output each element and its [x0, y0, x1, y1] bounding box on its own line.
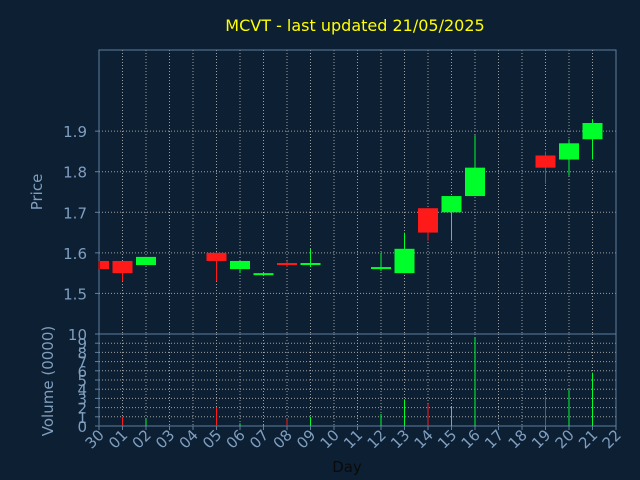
candle-body: [418, 208, 438, 233]
candle-12: [371, 252, 391, 272]
candle-05: [206, 252, 227, 282]
candles: [98, 118, 603, 282]
volume-y-tick-label: 1: [77, 409, 87, 427]
price-y-tick-label: 1.7: [63, 204, 87, 222]
candle-body: [230, 260, 250, 270]
volume-y-tick-label: 5: [77, 372, 87, 390]
candle-body: [253, 273, 274, 276]
price-y-axis: 1.5 1.6 1.7 1.8 1.9: [63, 123, 99, 303]
candle-15: [441, 196, 462, 241]
price-y-tick-label: 1.5: [63, 285, 87, 303]
volume-y-tick-label: 7: [77, 354, 87, 372]
candle-09: [300, 248, 321, 268]
volume-y-tick-label: 4: [77, 381, 87, 399]
candle-20: [559, 139, 579, 176]
volume-y-tick-label: 2: [77, 400, 87, 418]
candle-14: [418, 208, 438, 241]
candle-19: [535, 151, 556, 184]
candle-body: [582, 123, 603, 140]
volume-bars: [98, 337, 593, 426]
price-y-tick-label: 1.9: [63, 123, 87, 141]
x-axis-label: Day: [332, 458, 362, 476]
candle-08: [277, 260, 297, 268]
volume-grid: [99, 334, 616, 426]
candle-13: [394, 232, 415, 274]
volume-y-tick-label: 9: [77, 335, 87, 353]
candle-body: [206, 252, 227, 261]
x-axis: 3001020304050607080910111213141516171819…: [82, 426, 625, 452]
candle-16: [465, 135, 485, 197]
price-axis-label: Price: [28, 174, 46, 211]
candle-body: [277, 263, 297, 266]
chart-title: MCVT - last updated 21/05/2025: [225, 16, 484, 35]
candle-body: [300, 263, 321, 266]
price-y-tick-label: 1.6: [63, 245, 87, 263]
volume-y-tick-label: 0: [77, 418, 87, 436]
candle-body: [559, 143, 579, 160]
candle-07: [253, 273, 274, 276]
candle-01: [112, 260, 133, 282]
candle-body: [465, 167, 485, 197]
candle-02: [136, 256, 156, 266]
candle-body: [535, 155, 556, 168]
candle-body: [394, 248, 415, 274]
candle-21: [582, 118, 603, 160]
candle-body: [112, 260, 133, 274]
volume-y-tick-label: 3: [77, 390, 87, 408]
candle-body: [100, 260, 109, 270]
price-grid: [99, 50, 616, 334]
volume-y-tick-label: 10: [68, 326, 87, 344]
volume-axis-label: Volume (0000): [39, 326, 57, 436]
candle-body: [371, 267, 391, 270]
candle-body: [441, 196, 462, 213]
candle-body: [136, 256, 156, 266]
price-y-tick-label: 1.8: [63, 164, 87, 182]
volume-y-tick-label: 6: [77, 363, 87, 381]
candle-06: [230, 260, 250, 274]
candle-30: [98, 260, 109, 270]
volume-y-tick-label: 8: [77, 344, 87, 362]
